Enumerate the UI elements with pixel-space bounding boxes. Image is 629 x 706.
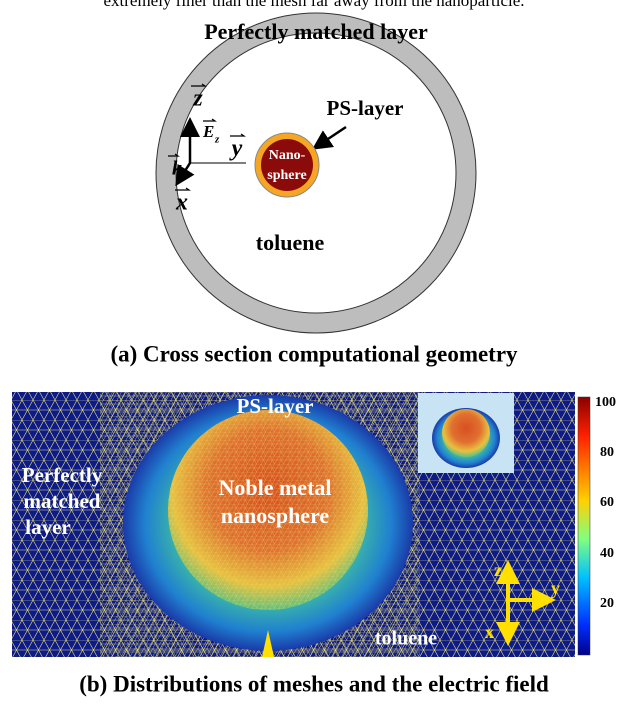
y-label: y	[229, 136, 243, 162]
sphere-label: sphere	[267, 168, 306, 183]
sphere-label-b: Noble metal	[218, 475, 331, 500]
pml-label: Perfectly matched layer	[204, 19, 428, 44]
figure: extremely finer than the mesh far away f…	[0, 0, 629, 706]
e-label: E	[202, 122, 214, 141]
ps-arrow	[316, 127, 346, 147]
header-text: extremely finer than the mesh far away f…	[103, 0, 524, 10]
z-label-b: z	[494, 560, 502, 580]
caption-b: (b) Distributions of meshes and the elec…	[79, 671, 549, 696]
y-label-b: y	[551, 578, 560, 598]
z-label: z	[192, 86, 203, 112]
colorbar-label: 80	[600, 445, 614, 460]
sphere-label: Nano-	[269, 148, 306, 163]
colorbar-label: 60	[600, 495, 614, 510]
colorbar-label: 20	[600, 596, 614, 611]
x-label-b: x	[485, 622, 494, 642]
e-sub-label: z	[214, 134, 220, 146]
pml-label-b: matched	[24, 489, 101, 513]
toluene-label: toluene	[256, 230, 325, 255]
pml-label-b: layer	[25, 515, 70, 539]
toluene-label-b: toluene	[375, 628, 437, 650]
ps-layer-label: PS-layer	[327, 96, 404, 120]
x-label: x	[175, 190, 188, 216]
caption-a: (a) Cross section computational geometry	[110, 341, 518, 366]
k-label: k	[172, 158, 182, 180]
sphere-label-b: nanosphere	[221, 503, 330, 528]
pml-label-b: Perfectly	[22, 463, 103, 487]
colorbar-label: 40	[600, 546, 614, 561]
colorbar-label: 100	[595, 395, 616, 410]
ps-layer-label-b: PS-layer	[237, 394, 314, 418]
